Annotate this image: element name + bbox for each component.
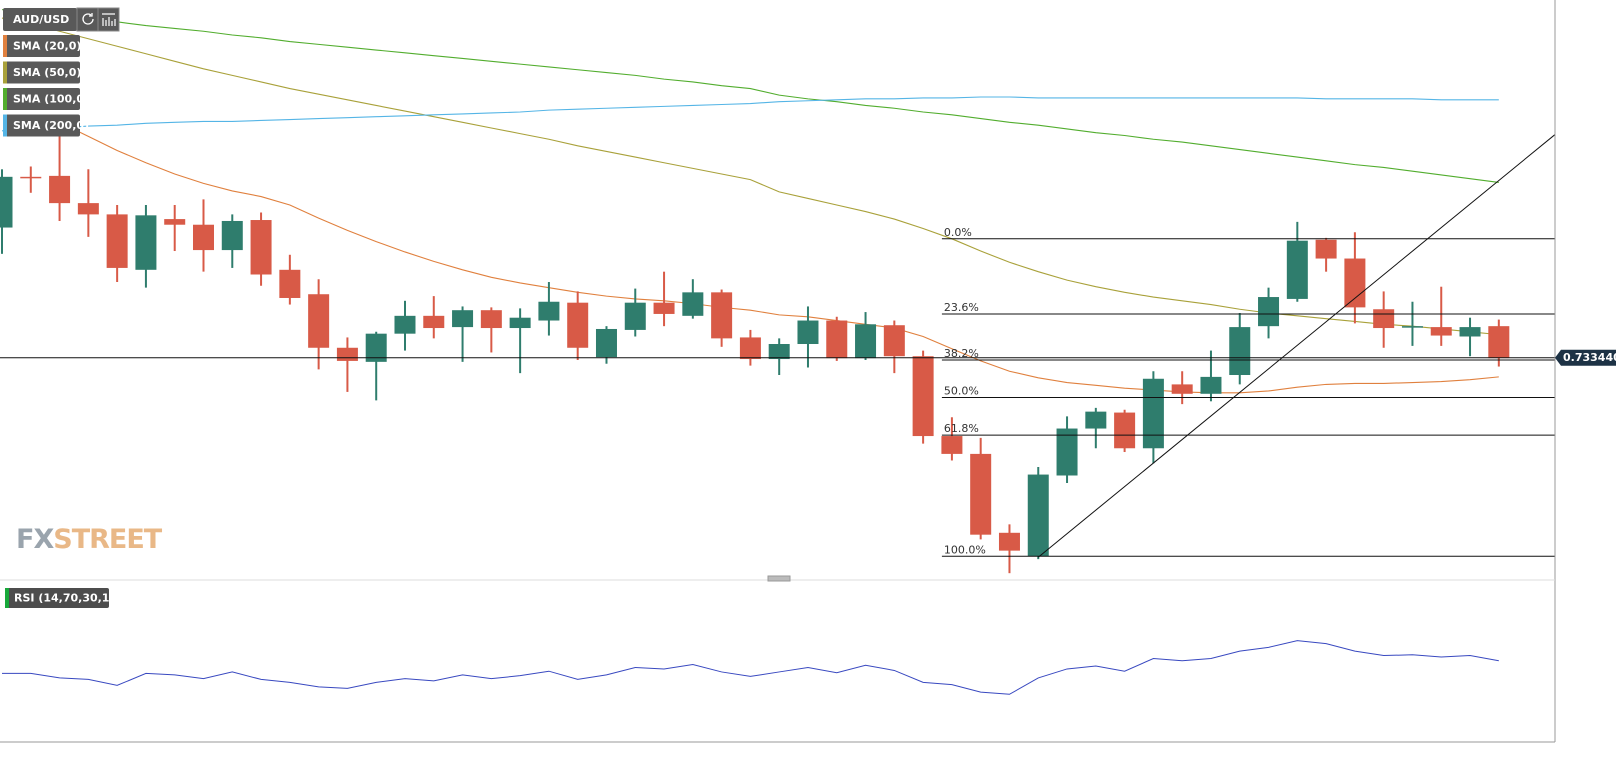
refresh-button[interactable]	[76, 7, 99, 32]
sma-line	[1, 9, 1499, 184]
candle-body	[106, 214, 128, 268]
legend-box	[3, 114, 80, 137]
candle-body	[365, 333, 387, 362]
candle-body	[595, 328, 617, 358]
candle-body	[1142, 378, 1164, 449]
marks: 0.0% 23.6% 38.2% 50.0% 61.8% 100.0%	[0, 9, 1556, 695]
sma-line	[59, 121, 1499, 394]
last-price-label: 0.733440	[1563, 351, 1617, 364]
legend-label: SMA (100,0)	[13, 93, 89, 106]
candle-body	[0, 176, 13, 228]
symbol-label: AUD/USD	[13, 13, 69, 26]
candle-body	[538, 301, 560, 321]
sma-line	[1, 96, 1499, 132]
indicator-icon	[102, 13, 116, 26]
candle-body	[164, 219, 186, 225]
candle-body	[682, 292, 704, 316]
fib-label: 61.8%	[944, 422, 979, 435]
legend-swatch	[3, 35, 7, 57]
legend-box	[3, 88, 80, 110]
candle-body	[768, 344, 790, 360]
candle-body	[970, 453, 992, 535]
candle-body	[135, 215, 157, 270]
legend: AUD/USD SMA (20,0) SMA (50,0) SMA (100,0) S…	[3, 7, 120, 608]
candle-body	[1027, 474, 1049, 557]
candle-body	[1085, 411, 1107, 429]
candle-body	[394, 315, 416, 334]
candle-body	[1229, 327, 1251, 376]
candle-body	[1373, 309, 1395, 329]
candle-body	[797, 320, 819, 345]
candle-body	[567, 302, 589, 348]
candle-body	[423, 315, 445, 329]
candle-body	[826, 320, 848, 359]
candle-body	[452, 310, 474, 328]
candle-body	[653, 302, 675, 314]
candle-body	[711, 292, 733, 339]
candle-body	[250, 220, 272, 275]
fib-label: 100.0%	[944, 543, 986, 556]
fib-label: 50.0%	[944, 385, 979, 398]
candle-body	[509, 317, 531, 329]
axes: 0.733440	[0, 0, 1617, 743]
candle-body	[1488, 326, 1510, 359]
fib-label: 0.0%	[944, 226, 972, 239]
fib-label: 23.6%	[944, 301, 979, 314]
candle-body	[1258, 297, 1280, 327]
legend-label: RSI (14,70,30,1)	[14, 592, 114, 605]
candle-body	[279, 269, 301, 298]
candle-body	[336, 347, 358, 361]
candle-body	[739, 337, 761, 360]
watermark: FXSTREET	[16, 524, 163, 555]
last-price-tag	[1555, 349, 1616, 366]
candle-body	[221, 220, 243, 251]
legend-swatch	[3, 114, 7, 137]
candle-body	[77, 203, 99, 215]
legend-label: SMA (20,0)	[13, 40, 81, 53]
candle-body	[1171, 384, 1193, 394]
candle-body	[624, 302, 646, 330]
trendline	[1037, 134, 1556, 558]
refresh-icon	[82, 13, 94, 25]
candle-body	[1315, 239, 1337, 259]
candle-body	[941, 436, 963, 454]
watermark-street: STREET	[53, 524, 163, 555]
candle-body	[1056, 428, 1078, 476]
candle-body	[998, 532, 1020, 551]
legend-box	[3, 61, 80, 84]
watermark-fx: FX	[16, 524, 54, 555]
symbol-box	[3, 8, 77, 31]
panel-resize-handle[interactable]	[767, 575, 791, 582]
candle-body	[308, 294, 330, 348]
candle-body	[192, 224, 214, 251]
candle-body	[49, 175, 71, 204]
candle-body	[912, 356, 934, 437]
candle-body	[20, 176, 42, 179]
legend-swatch	[3, 88, 7, 110]
candle-body	[1430, 327, 1452, 336]
legend-label: SMA (50,0)	[13, 66, 81, 79]
candle-body	[1459, 327, 1481, 337]
fib-label: 38.2%	[944, 347, 979, 360]
sma-line	[1, 17, 1499, 336]
legend-swatch	[5, 588, 9, 608]
rsi-line	[2, 640, 1499, 695]
candle-body	[855, 324, 877, 359]
candle-body	[1114, 412, 1136, 449]
legend-box	[5, 588, 109, 608]
legend-box	[3, 35, 80, 57]
candle-body	[1401, 326, 1423, 328]
candle-body	[1200, 376, 1222, 394]
candle-body	[1344, 258, 1366, 308]
legend-swatch	[3, 61, 7, 84]
legend-label: SMA (200,0)	[13, 119, 89, 132]
candle-body	[1286, 240, 1308, 299]
candle-body	[480, 310, 502, 329]
candle-body	[883, 325, 905, 357]
